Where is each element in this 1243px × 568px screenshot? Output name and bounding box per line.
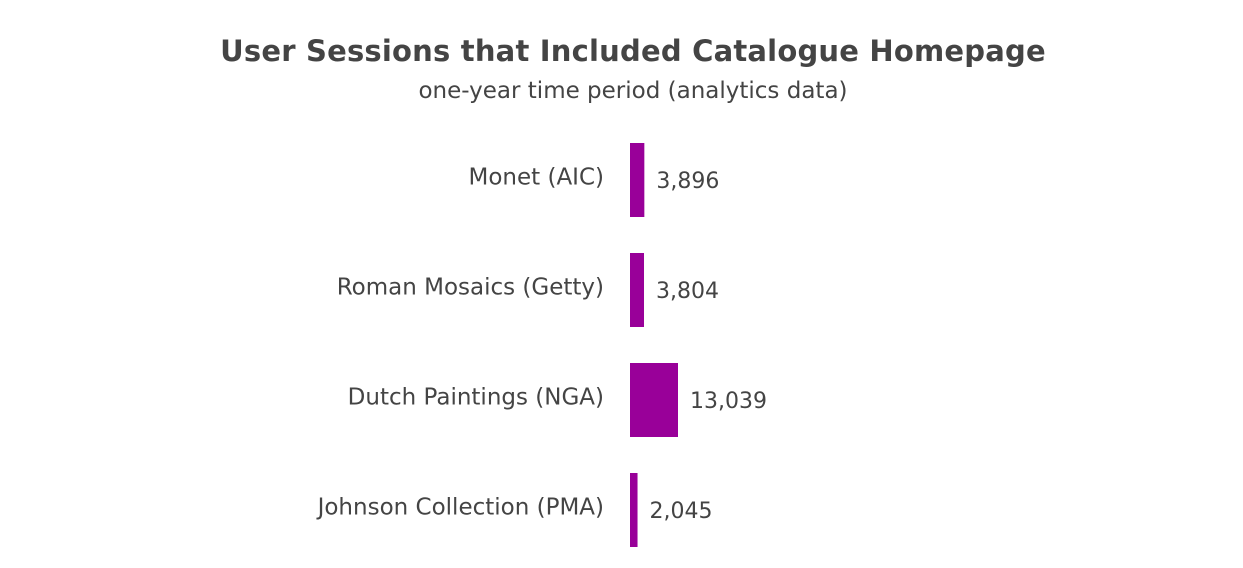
value-label: 13,039 xyxy=(690,389,767,414)
chart-subtitle: one-year time period (analytics data) xyxy=(418,78,848,104)
category-label: Johnson Collection (PMA) xyxy=(316,495,604,521)
bar xyxy=(630,363,678,437)
bar xyxy=(630,473,638,547)
category-label: Dutch Paintings (NGA) xyxy=(348,385,604,411)
value-label: 3,896 xyxy=(656,169,719,194)
bar xyxy=(630,143,645,217)
value-label: 2,045 xyxy=(650,499,713,524)
category-label: Roman Mosaics (Getty) xyxy=(337,275,604,301)
chart-title: User Sessions that Included Catalogue Ho… xyxy=(220,34,1046,68)
category-label: Monet (AIC) xyxy=(469,165,605,191)
bar xyxy=(630,253,645,327)
value-label: 3,804 xyxy=(656,279,719,304)
